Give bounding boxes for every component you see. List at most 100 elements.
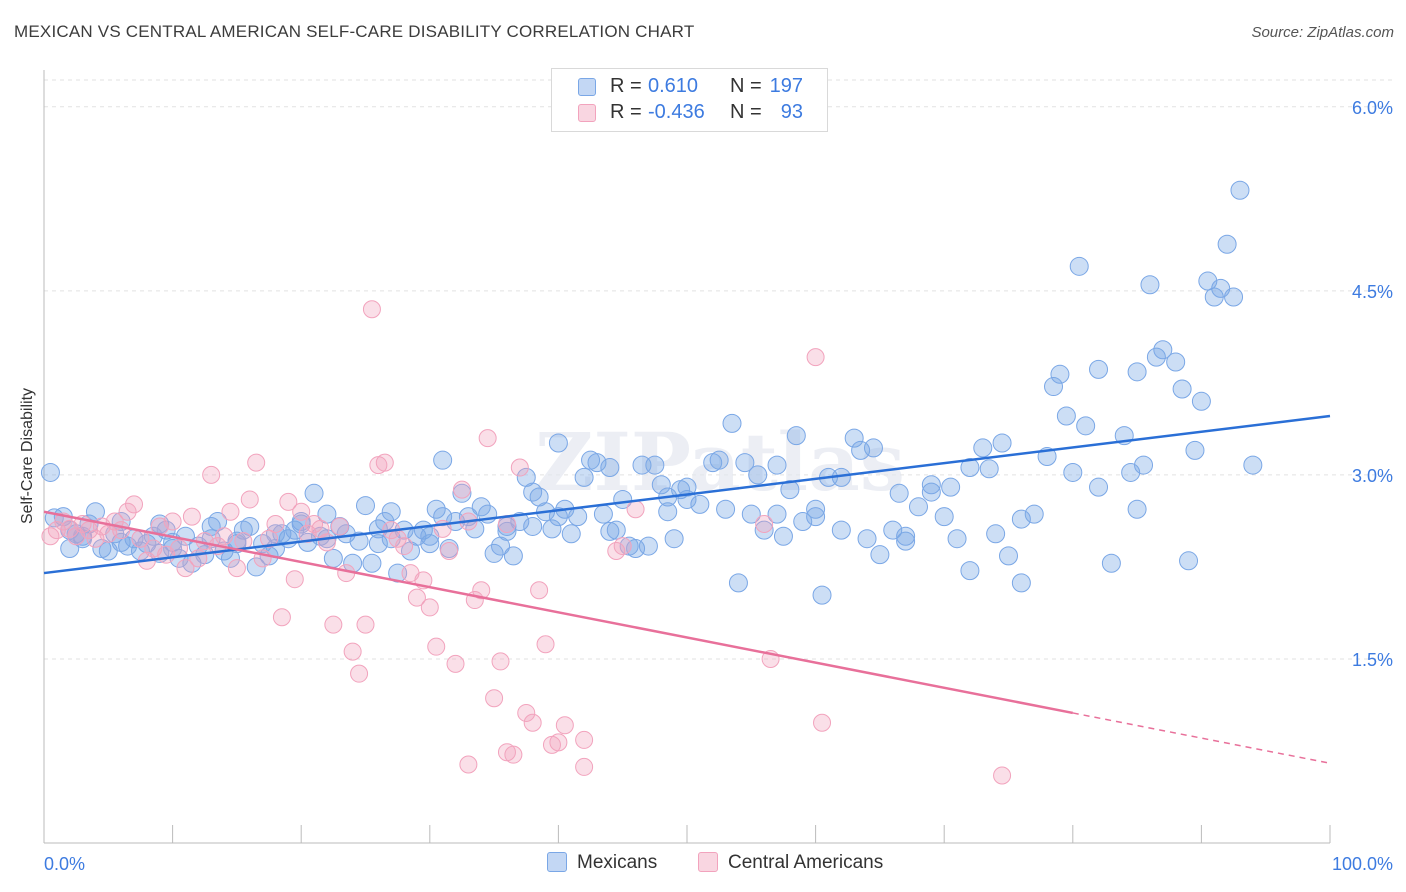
central-americans-point [407, 588, 426, 607]
mexicans-point [1056, 406, 1076, 426]
watermark: ZIPatlas [535, 415, 905, 509]
watermark-text: ZIPatlas [535, 415, 905, 509]
mexicans-point [1076, 416, 1096, 436]
central-americans-point [279, 492, 298, 511]
mexicans-point [323, 548, 343, 568]
central-americans-point [170, 539, 189, 558]
mexicans-point [979, 459, 999, 479]
mexicans-point [947, 529, 967, 549]
mexicans-point [934, 507, 954, 527]
central-americans-point [485, 689, 504, 708]
mexicans-point [368, 534, 388, 554]
legend-label: Central Americans [728, 852, 884, 873]
mexicans-point [767, 455, 787, 475]
y-tick-label: 4.5% [1352, 282, 1393, 302]
trend-lines [43, 414, 1331, 764]
mexicans-point [921, 475, 941, 495]
mexicans-point [973, 438, 993, 458]
central-americans-point [517, 703, 536, 722]
central-americans-point [427, 637, 446, 656]
mexicans-point [896, 531, 916, 551]
mexicans-point [593, 504, 613, 524]
mexicans-trend-line [43, 414, 1331, 575]
central-americans-point [182, 507, 201, 526]
central-americans-point [549, 733, 568, 752]
central-americans-point [530, 581, 549, 600]
mexicans-point [831, 520, 851, 540]
central-americans-point [272, 608, 291, 627]
central-americans-point [221, 502, 240, 521]
mexicans-point [812, 585, 832, 605]
central-americans-point [266, 514, 285, 533]
mexicans-point [1179, 551, 1199, 571]
mexicans-point [941, 477, 961, 497]
mexicans-point [896, 526, 916, 546]
mexicans-point [60, 539, 80, 559]
mexicans-point [1063, 462, 1083, 482]
mexicans-point [748, 465, 768, 485]
mexicans-point [992, 433, 1012, 453]
central-americans-point [806, 348, 825, 367]
mexicans-point [999, 546, 1018, 566]
y-tick-label: 6.0% [1352, 98, 1393, 118]
legend-item-central-americans[interactable]: Central Americans [698, 852, 883, 874]
mexicans-point [638, 536, 658, 556]
central-americans-point [459, 755, 478, 774]
mexicans-point [921, 482, 941, 502]
mexicans-point [433, 450, 453, 470]
mexicans-point [1101, 553, 1121, 573]
central-americans-point [227, 559, 246, 578]
mexicans-point [716, 499, 736, 519]
mexicans-point [497, 521, 517, 541]
central-americans-point [478, 429, 497, 448]
mexicans-point [1224, 287, 1244, 307]
mexicans-point [523, 516, 543, 536]
mexicans-point [1011, 509, 1031, 529]
mexicans-point [844, 428, 864, 448]
r-value: -0.436 [648, 101, 705, 123]
mexicans-point [1230, 180, 1250, 200]
mexicans-point [1089, 359, 1109, 379]
central-americans-point [356, 615, 375, 634]
legend-row-central-americans: R = -0.436 N = 93 [552, 101, 827, 127]
legend-swatch-blue [547, 852, 567, 872]
mexicans-point [741, 504, 761, 524]
central-americans-point [993, 766, 1012, 785]
mexicans-point [587, 453, 607, 473]
mexicans-point [1050, 364, 1070, 384]
mexicans-point [960, 458, 980, 478]
mexicans-point [420, 534, 440, 554]
central-americans-point [755, 514, 774, 533]
central-americans-point [575, 730, 594, 749]
central-americans-point [440, 541, 459, 560]
central-americans-point [112, 521, 131, 540]
central-americans-point [324, 615, 343, 634]
mexicans-point [1185, 440, 1205, 460]
mexicans-points [40, 180, 1263, 605]
mexicans-point [889, 483, 909, 503]
mexicans-point [1153, 340, 1173, 360]
central-americans-point [555, 716, 574, 735]
r-value: 0.610 [648, 75, 699, 97]
mexicans-point [722, 413, 742, 433]
legend-row-mexicans: R = 0.610 N = 197 [552, 75, 827, 101]
central-americans-point [285, 570, 304, 589]
mexicans-point [356, 496, 375, 516]
central-americans-point [375, 453, 394, 472]
mexicans-point [1217, 234, 1237, 254]
mexicans-point [857, 529, 877, 549]
central-americans-point [491, 652, 510, 671]
central-americans-point [395, 537, 414, 556]
central-americans-point [536, 635, 555, 654]
central-americans-point [813, 713, 832, 732]
x-tick-label: 0.0% [44, 854, 85, 874]
mexicans-point [767, 504, 787, 524]
central-americans-point [613, 537, 632, 556]
legend-item-mexicans[interactable]: Mexicans [547, 852, 657, 874]
central-americans-point [350, 664, 369, 683]
source-label: Source: ZipAtlas.com [1251, 24, 1394, 41]
mexicans-point [1069, 256, 1089, 276]
central-americans-point [452, 480, 471, 499]
n-value: 197 [769, 75, 803, 97]
